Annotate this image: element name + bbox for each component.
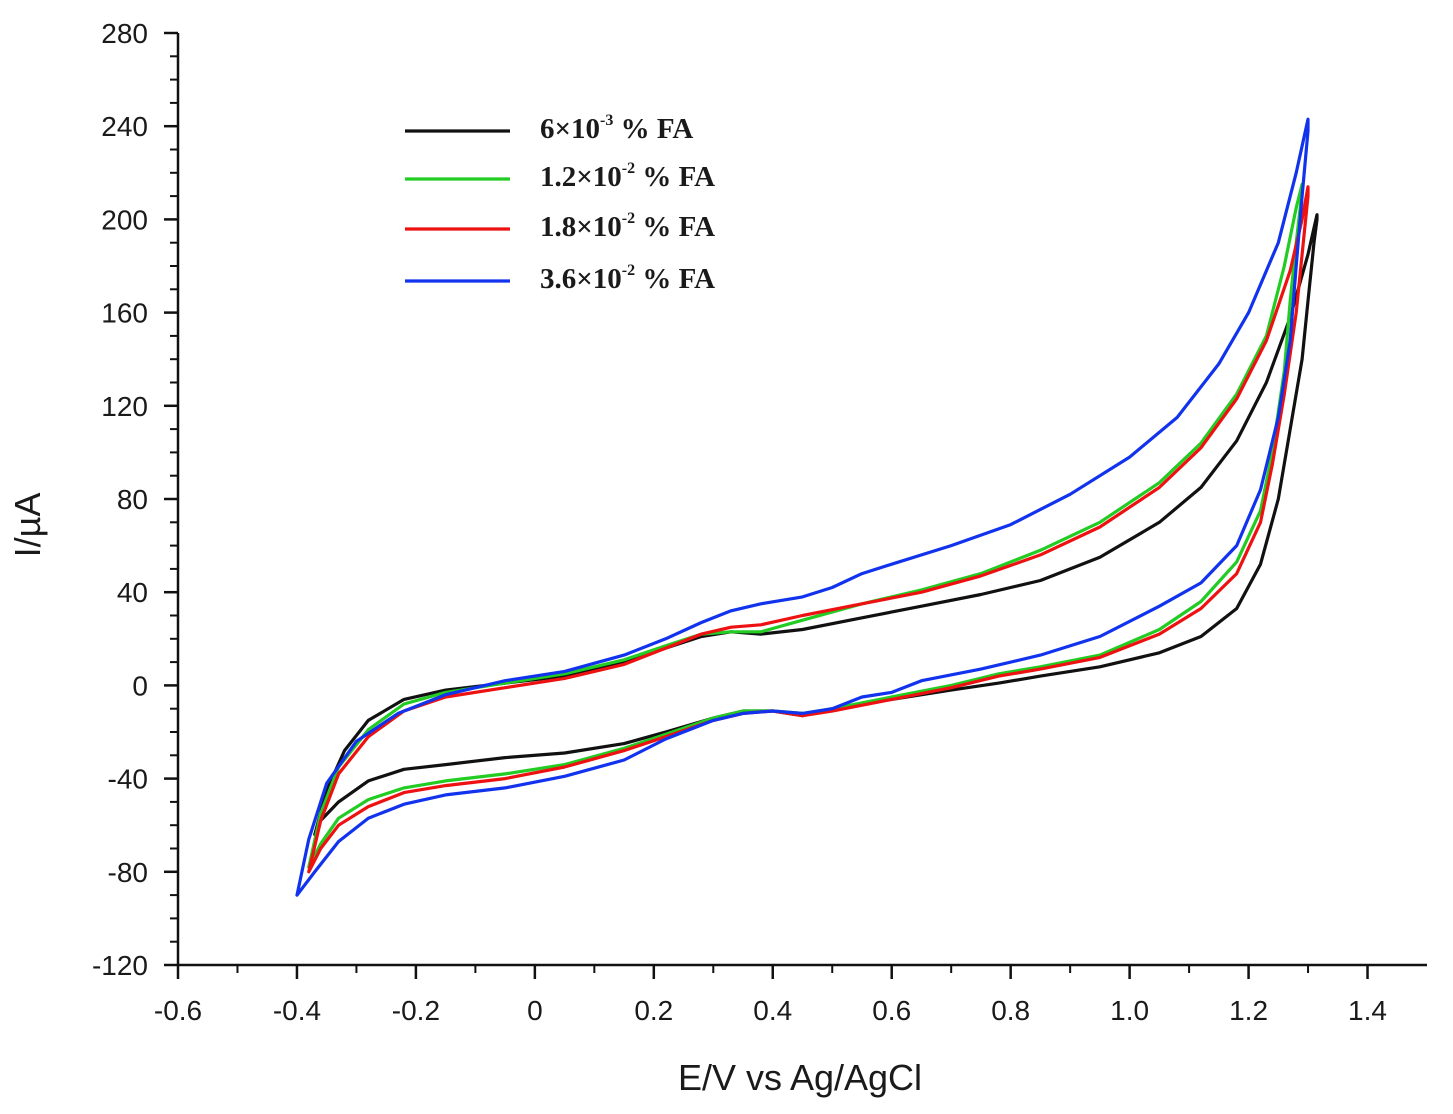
y-tick-label: 200 bbox=[101, 204, 148, 235]
series-layer bbox=[295, 117, 1319, 897]
legend-label-exponent: -2 bbox=[622, 160, 635, 177]
legend-label-tail: % FA bbox=[635, 211, 715, 243]
y-axis-title: I/µA bbox=[7, 493, 48, 558]
axes bbox=[176, 33, 1427, 967]
legend-label-exponent: -2 bbox=[622, 262, 635, 279]
x-tick-label: -0.6 bbox=[154, 995, 202, 1026]
x-tick-label: -0.2 bbox=[392, 995, 440, 1026]
x-tick-label: 0.8 bbox=[991, 995, 1030, 1026]
x-tick-label: 0.6 bbox=[872, 995, 911, 1026]
y-tick-label: 120 bbox=[101, 391, 148, 422]
legend-label-exponent: -3 bbox=[600, 112, 613, 129]
legend-label-base: 1.8×10 bbox=[540, 211, 622, 243]
y-tick-label: 80 bbox=[117, 484, 148, 515]
y-tick-label: 240 bbox=[101, 111, 148, 142]
ticks: -0.6 -0.4 -0.2 0 0.2 0.4 0.6 0.8 1.0 1.2 1.4 -120 -8… bbox=[92, 18, 1387, 1026]
y-tick-label: 40 bbox=[117, 577, 148, 608]
legend-label-1: 6×10-3 % FA bbox=[540, 112, 693, 145]
y-tick-label: -80 bbox=[108, 857, 148, 888]
x-tick-label: 1.4 bbox=[1348, 995, 1387, 1026]
legend-label-3: 1.8×10-2 % FA bbox=[540, 210, 715, 243]
x-tick-label: 0.2 bbox=[634, 995, 673, 1026]
legend-label-tail: % FA bbox=[635, 263, 715, 295]
x-axis-title: E/V vs Ag/AgCl bbox=[678, 1057, 922, 1098]
legend-label-tail: % FA bbox=[635, 161, 715, 193]
y-tick-label: 280 bbox=[101, 18, 148, 49]
legend-label-base: 1.2×10 bbox=[540, 161, 622, 193]
x-tick-label: -0.4 bbox=[273, 995, 321, 1026]
legend-label-tail: % FA bbox=[613, 113, 693, 145]
legend-label-base: 6×10 bbox=[540, 113, 600, 145]
y-tick-label: 0 bbox=[132, 670, 148, 701]
legend-label-4: 3.6×10-2 % FA bbox=[540, 262, 715, 295]
legend: 6×10-3 % FA1.2×10-2 % FA1.8×10-2 % FA3.6… bbox=[405, 112, 715, 295]
legend-label-2: 1.2×10-2 % FA bbox=[540, 160, 715, 193]
y-tick-label: 160 bbox=[101, 298, 148, 329]
x-tick-label: 0.4 bbox=[753, 995, 792, 1026]
legend-label-exponent: -2 bbox=[622, 210, 635, 227]
series-line-4 bbox=[295, 117, 1310, 897]
x-tick-label: 1.2 bbox=[1229, 995, 1268, 1026]
y-tick-label: -40 bbox=[108, 764, 148, 795]
series-line-3 bbox=[307, 185, 1310, 874]
y-tick-label: -120 bbox=[92, 950, 148, 981]
series-line-1 bbox=[313, 213, 1319, 837]
x-tick-label: 0 bbox=[527, 995, 543, 1026]
x-tick-label: 1.0 bbox=[1110, 995, 1149, 1026]
legend-label-base: 3.6×10 bbox=[540, 263, 622, 295]
